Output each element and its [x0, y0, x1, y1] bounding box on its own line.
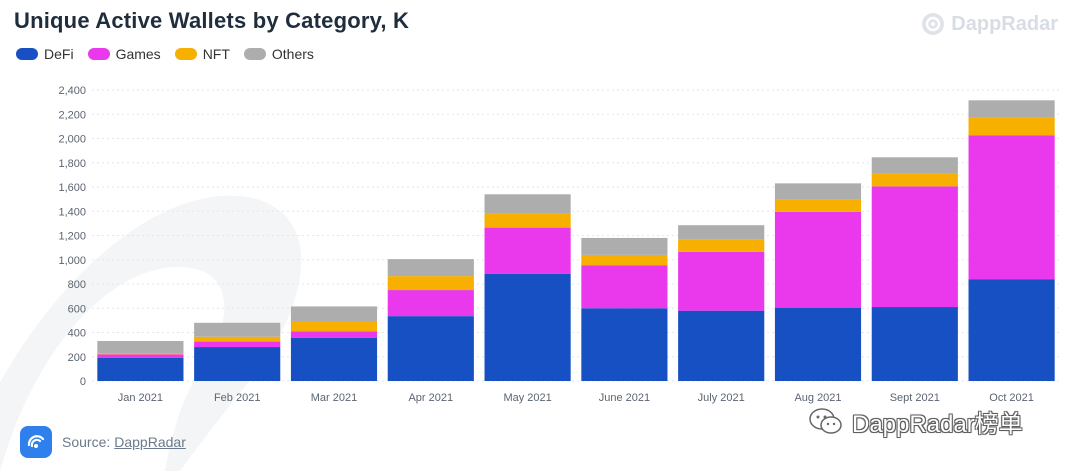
legend-swatch-nft [174, 48, 197, 60]
y-tick-label: 2,000 [58, 134, 86, 146]
bar-segment-nft[interactable] [290, 320, 378, 332]
y-tick-label: 0 [80, 376, 86, 388]
x-tick-label: Aug 2021 [794, 392, 841, 404]
y-tick-label: 400 [68, 328, 86, 340]
x-tick-label: July 2021 [698, 392, 745, 404]
bar-segment-others[interactable] [774, 183, 862, 200]
bar-segment-defi[interactable] [194, 347, 281, 381]
legend-label-nft: NFT [202, 46, 230, 62]
bar-segment-defi[interactable] [581, 308, 668, 381]
bar-segment-nft[interactable] [871, 173, 958, 187]
source-prefix: Source: [62, 434, 111, 450]
y-tick-label: 1,000 [58, 255, 86, 267]
bar-segment-defi[interactable] [97, 357, 184, 381]
bar-segment-others[interactable] [97, 340, 184, 354]
x-tick-label: June 2021 [599, 392, 650, 404]
bar-segment-games[interactable] [581, 265, 668, 309]
bar-segment-games[interactable] [290, 331, 378, 338]
legend-swatch-games [87, 48, 110, 60]
y-tick-label: 800 [68, 279, 86, 291]
bar-segment-nft[interactable] [484, 213, 571, 228]
legend-item-nft[interactable]: NFT [174, 46, 230, 62]
legend-swatch-defi [16, 48, 38, 60]
legend-label-games: Games [115, 46, 161, 62]
y-tick-label: 2,200 [58, 109, 86, 121]
bar-segment-games[interactable] [968, 135, 1055, 280]
y-axis-ticks: 0 200 400 600 800 1,000 1,200 1,400 1,600 1,800 2,… [58, 85, 86, 388]
watermark-text: DappRadar榜单 [852, 411, 1023, 438]
bar-segment-games[interactable] [484, 227, 571, 274]
x-tick-label: Jan 2021 [118, 392, 163, 404]
y-tick-label: 1,800 [58, 158, 86, 170]
legend-item-defi[interactable]: DeFi [16, 46, 74, 62]
bar-segment-others[interactable] [581, 237, 668, 255]
y-tick-label: 2,400 [58, 85, 86, 97]
bar-segment-defi[interactable] [484, 273, 571, 381]
bar-segment-defi[interactable] [968, 279, 1055, 381]
bar-segment-others[interactable] [678, 225, 765, 240]
bar-segment-nft[interactable] [678, 239, 765, 252]
bar-segment-games[interactable] [871, 186, 958, 308]
bar-segment-nft[interactable] [97, 353, 184, 355]
brand-name: DappRadar [951, 12, 1058, 35]
bar-segment-defi[interactable] [387, 316, 474, 381]
bar-segment-defi[interactable] [290, 337, 378, 381]
bar-segment-nft[interactable] [194, 336, 281, 342]
wechat-icon [809, 407, 842, 434]
legend-label-others: Others [271, 46, 314, 62]
x-tick-label: Apr 2021 [408, 392, 453, 404]
bar-segment-others[interactable] [194, 322, 281, 337]
x-tick-label: Mar 2021 [311, 392, 357, 404]
legend-label-defi: DeFi [44, 46, 74, 62]
y-tick-label: 200 [68, 352, 86, 364]
bar-segment-nft[interactable] [581, 254, 668, 266]
dappradar-logo-icon [20, 426, 52, 458]
bar-segment-defi[interactable] [774, 307, 862, 381]
source-link[interactable]: DappRadar [114, 434, 186, 450]
bar-segment-others[interactable] [484, 194, 571, 214]
chart-legend: DeFi Games NFT Others [16, 46, 314, 62]
bars [97, 100, 1055, 381]
chart-title: Unique Active Wallets by Category, K [14, 8, 410, 33]
bar-segment-defi[interactable] [678, 310, 765, 381]
wechat-watermark: DappRadar榜单 [808, 404, 1023, 439]
x-tick-label: Feb 2021 [214, 392, 260, 404]
bar-segment-games[interactable] [194, 341, 281, 348]
bar-segment-others[interactable] [387, 259, 474, 277]
y-tick-label: 600 [68, 303, 86, 315]
bar-segment-nft[interactable] [968, 117, 1055, 136]
legend-item-games[interactable]: Games [87, 46, 161, 62]
bar-segment-nft[interactable] [774, 199, 862, 212]
dappradar-logo-icon [922, 13, 945, 35]
y-tick-label: 1,200 [58, 231, 86, 243]
legend-item-others[interactable]: Others [243, 46, 314, 62]
bar-segment-others[interactable] [290, 306, 378, 321]
legend-swatch-others [243, 48, 266, 60]
y-tick-label: 1,400 [58, 206, 86, 218]
bar-segment-nft[interactable] [387, 276, 474, 291]
bar-segment-games[interactable] [774, 211, 862, 308]
bar-segment-games[interactable] [678, 251, 765, 311]
bar-segment-others[interactable] [968, 100, 1055, 118]
x-axis-ticks: Jan 2021 Feb 2021 Mar 2021 Apr 2021 May 2021… [118, 392, 1034, 404]
x-tick-label: May 2021 [503, 392, 551, 404]
brand-logo: DappRadar [921, 12, 1058, 36]
bar-segment-others[interactable] [871, 157, 958, 174]
bar-segment-games[interactable] [97, 354, 184, 358]
x-tick-label: Sept 2021 [890, 392, 940, 404]
source-note: Source: DappRadar [20, 426, 186, 458]
bar-segment-games[interactable] [387, 290, 474, 317]
x-tick-label: Oct 2021 [989, 392, 1034, 404]
bar-segment-defi[interactable] [871, 307, 958, 381]
y-tick-label: 1,600 [58, 182, 86, 194]
